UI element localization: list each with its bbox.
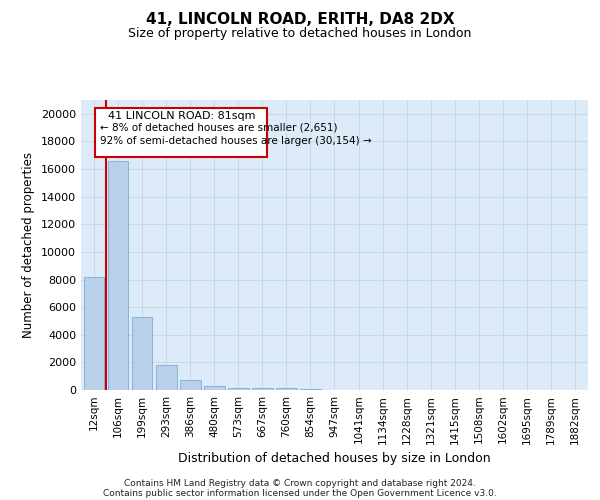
- Bar: [180, 380, 200, 390]
- Bar: [300, 389, 320, 390]
- Text: 92% of semi-detached houses are larger (30,154) →: 92% of semi-detached houses are larger (…: [100, 136, 372, 146]
- Bar: [204, 386, 224, 390]
- Bar: [156, 365, 176, 390]
- Bar: [108, 161, 128, 390]
- Text: Size of property relative to detached houses in London: Size of property relative to detached ho…: [128, 28, 472, 40]
- Y-axis label: Number of detached properties: Number of detached properties: [22, 152, 35, 338]
- Bar: [132, 317, 152, 390]
- Text: Contains HM Land Registry data © Crown copyright and database right 2024.: Contains HM Land Registry data © Crown c…: [124, 478, 476, 488]
- Bar: [84, 278, 104, 390]
- Text: ← 8% of detached houses are smaller (2,651): ← 8% of detached houses are smaller (2,6…: [100, 123, 338, 133]
- X-axis label: Distribution of detached houses by size in London: Distribution of detached houses by size …: [178, 452, 491, 465]
- Bar: [276, 388, 296, 390]
- Bar: [228, 388, 248, 390]
- FancyBboxPatch shape: [95, 108, 267, 156]
- Bar: [252, 388, 272, 390]
- Text: 41, LINCOLN ROAD, ERITH, DA8 2DX: 41, LINCOLN ROAD, ERITH, DA8 2DX: [146, 12, 454, 28]
- Text: 41 LINCOLN ROAD: 81sqm: 41 LINCOLN ROAD: 81sqm: [107, 111, 255, 121]
- Text: Contains public sector information licensed under the Open Government Licence v3: Contains public sector information licen…: [103, 488, 497, 498]
